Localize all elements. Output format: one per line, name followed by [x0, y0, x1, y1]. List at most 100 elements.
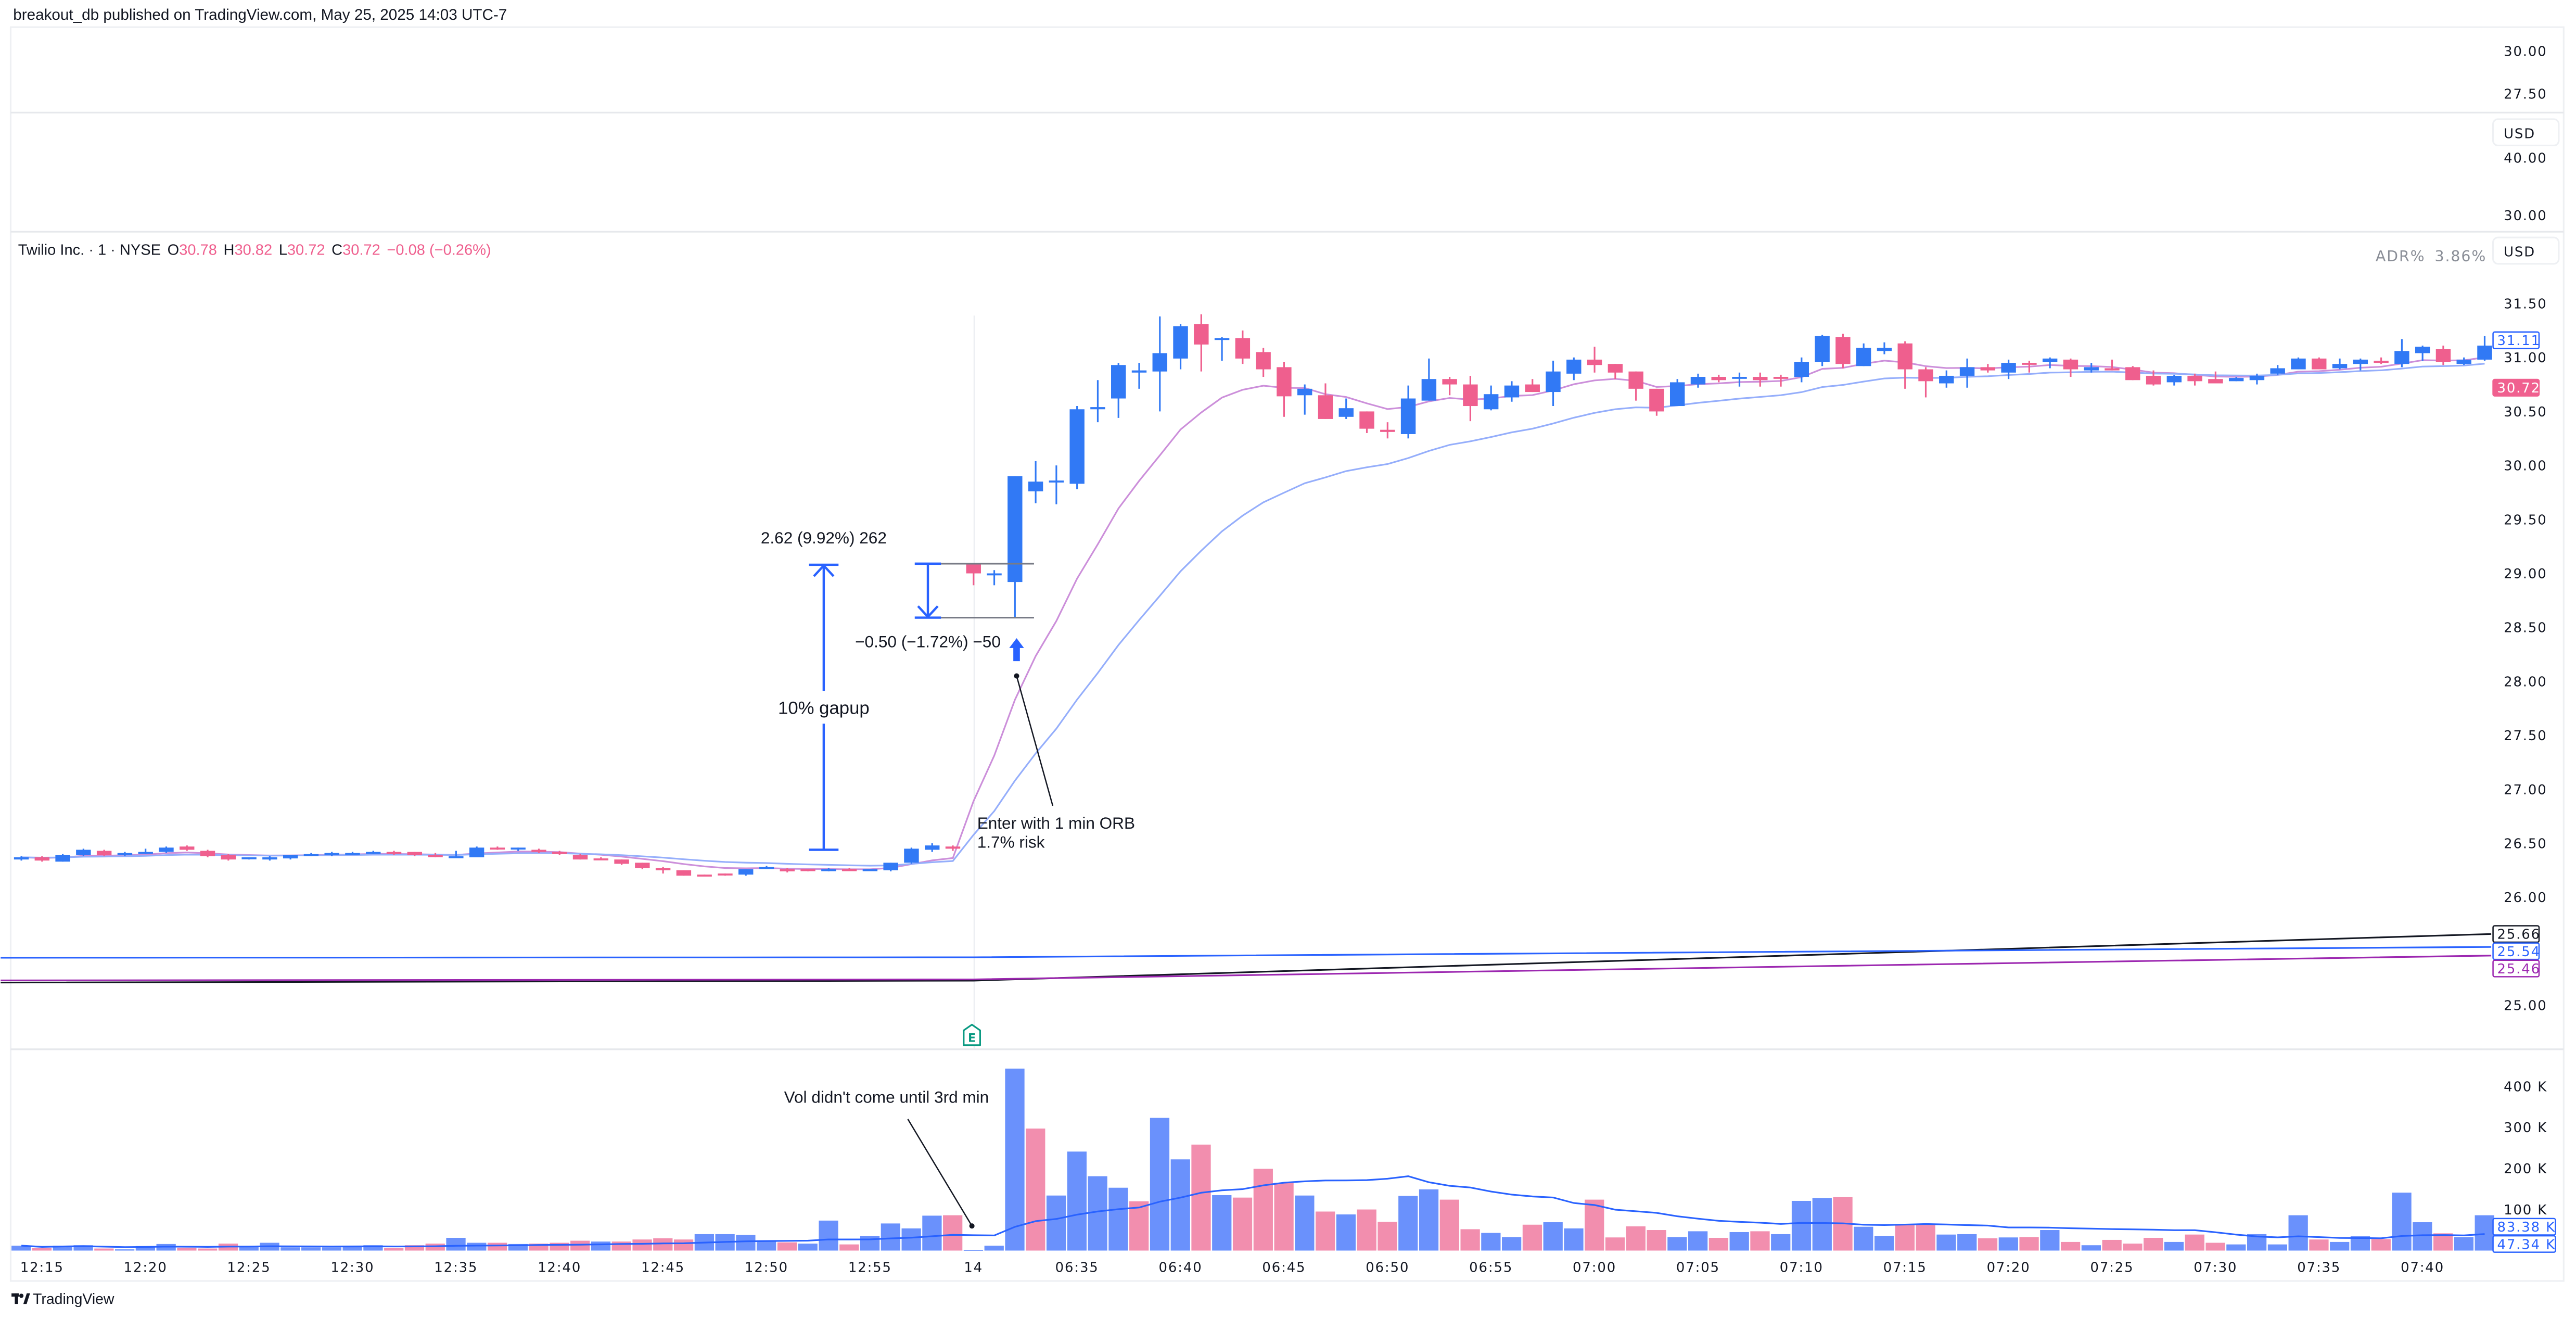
candle[interactable] — [2332, 358, 2348, 370]
candle[interactable] — [180, 845, 195, 851]
candle[interactable] — [1214, 337, 1230, 361]
volume-axis[interactable]: 400 K 300 K 200 K 100 K — [2504, 1079, 2547, 1218]
candle[interactable] — [117, 852, 133, 856]
candle[interactable] — [2477, 336, 2492, 361]
candle[interactable] — [386, 851, 402, 855]
candle[interactable] — [2270, 365, 2285, 375]
candle[interactable] — [1049, 465, 1064, 504]
candle[interactable] — [2435, 345, 2451, 365]
candle[interactable] — [1608, 364, 1623, 379]
volume-callout[interactable]: Vol didn't come until 3rd min — [784, 1087, 989, 1229]
candle[interactable] — [718, 873, 733, 876]
candle[interactable] — [1959, 358, 1975, 388]
candle[interactable] — [883, 863, 898, 871]
candle[interactable] — [1359, 411, 1374, 433]
candle[interactable] — [2125, 366, 2140, 381]
currency-button[interactable]: USD — [2492, 118, 2560, 147]
candle[interactable] — [96, 850, 112, 856]
candle[interactable] — [1794, 357, 1809, 383]
risk-measure[interactable]: −0.50 (−1.72%) −50 — [855, 562, 1034, 651]
candle[interactable] — [1194, 314, 1209, 372]
candle[interactable] — [904, 847, 919, 864]
candle[interactable] — [1877, 342, 1892, 354]
candle[interactable] — [1090, 380, 1105, 423]
candle[interactable] — [987, 570, 1002, 586]
candle[interactable] — [800, 869, 815, 871]
candle[interactable] — [1732, 372, 1747, 387]
candle[interactable] — [2394, 339, 2409, 367]
candle[interactable] — [780, 868, 795, 873]
candle[interactable] — [469, 846, 484, 858]
candle[interactable] — [1918, 367, 1933, 398]
candle[interactable] — [2228, 377, 2244, 382]
candle[interactable] — [2166, 374, 2182, 386]
candle[interactable] — [1277, 362, 1292, 417]
time-axis[interactable]: 12:15 12:20 12:25 12:30 12:35 12:40 12:45 12:50… — [20, 1260, 2444, 1276]
candle[interactable] — [572, 854, 588, 860]
candle[interactable] — [2146, 370, 2161, 386]
candle[interactable] — [283, 855, 298, 860]
candle[interactable] — [676, 870, 692, 876]
candle[interactable] — [490, 846, 505, 850]
candle[interactable] — [2105, 359, 2120, 371]
candle[interactable] — [55, 854, 70, 862]
candle[interactable] — [76, 848, 91, 856]
candle[interactable] — [511, 847, 526, 851]
candle[interactable] — [1380, 422, 1395, 439]
candle[interactable] — [1400, 385, 1416, 439]
candle[interactable] — [531, 848, 546, 853]
candle[interactable] — [966, 563, 981, 586]
candle[interactable] — [2208, 371, 2223, 384]
price-axis[interactable]: 31.50 31.00 30.50 30.00 29.50 29.00 28.50 28.00… — [2504, 296, 2547, 1013]
candle[interactable] — [1069, 406, 1085, 489]
candle[interactable] — [1442, 377, 1457, 396]
candle[interactable] — [841, 868, 857, 871]
candle[interactable] — [1504, 381, 1520, 402]
candle[interactable] — [1235, 330, 1251, 364]
candle[interactable] — [2312, 357, 2327, 370]
candle[interactable] — [593, 857, 608, 860]
candle[interactable] — [1980, 364, 1996, 373]
candle[interactable] — [1835, 334, 1851, 369]
candle[interactable] — [449, 851, 464, 858]
candle[interactable] — [2374, 357, 2389, 364]
candle[interactable] — [1421, 358, 1437, 401]
candle[interactable] — [241, 857, 257, 860]
candle[interactable] — [1815, 335, 1830, 366]
candle[interactable] — [324, 852, 339, 856]
candle[interactable] — [945, 845, 961, 851]
candle[interactable] — [925, 843, 940, 852]
candle[interactable] — [1753, 372, 1768, 387]
candle[interactable] — [138, 848, 153, 854]
candle[interactable] — [14, 856, 29, 861]
candle[interactable] — [697, 875, 712, 877]
candle[interactable] — [1256, 348, 1271, 377]
candle[interactable] — [221, 854, 236, 861]
candle[interactable] — [1566, 357, 1582, 381]
candle[interactable] — [2456, 357, 2471, 365]
gap-measure[interactable]: 2.62 (9.92%) 262 10% gapup — [761, 528, 887, 851]
candle[interactable] — [1318, 383, 1333, 419]
candle[interactable] — [2063, 358, 2078, 377]
candle[interactable] — [759, 866, 774, 869]
candle[interactable] — [1173, 324, 1188, 370]
symbol-legend[interactable]: Twilio Inc. · 1 · NYSE O30.78 H30.82 L30.72… — [18, 242, 491, 258]
candle[interactable] — [862, 869, 878, 871]
candle[interactable] — [1587, 346, 1602, 373]
candle[interactable] — [1028, 461, 1043, 503]
candle[interactable] — [1546, 360, 1561, 407]
candle[interactable] — [2353, 358, 2368, 371]
candle[interactable] — [821, 868, 836, 871]
currency-button-main[interactable]: USD — [2492, 236, 2560, 265]
candle[interactable] — [407, 852, 423, 856]
candle[interactable] — [2084, 363, 2099, 373]
adr-indicator[interactable]: ADR% 3.86% — [2376, 248, 2486, 265]
candle[interactable] — [1131, 363, 1147, 389]
candle[interactable] — [738, 869, 754, 876]
candle[interactable] — [1628, 371, 1643, 401]
candle[interactable] — [345, 852, 360, 855]
candle[interactable] — [1525, 379, 1540, 392]
earnings-marker[interactable]: E — [963, 1023, 981, 1046]
candle[interactable] — [2187, 373, 2202, 386]
candle[interactable] — [2249, 373, 2265, 385]
